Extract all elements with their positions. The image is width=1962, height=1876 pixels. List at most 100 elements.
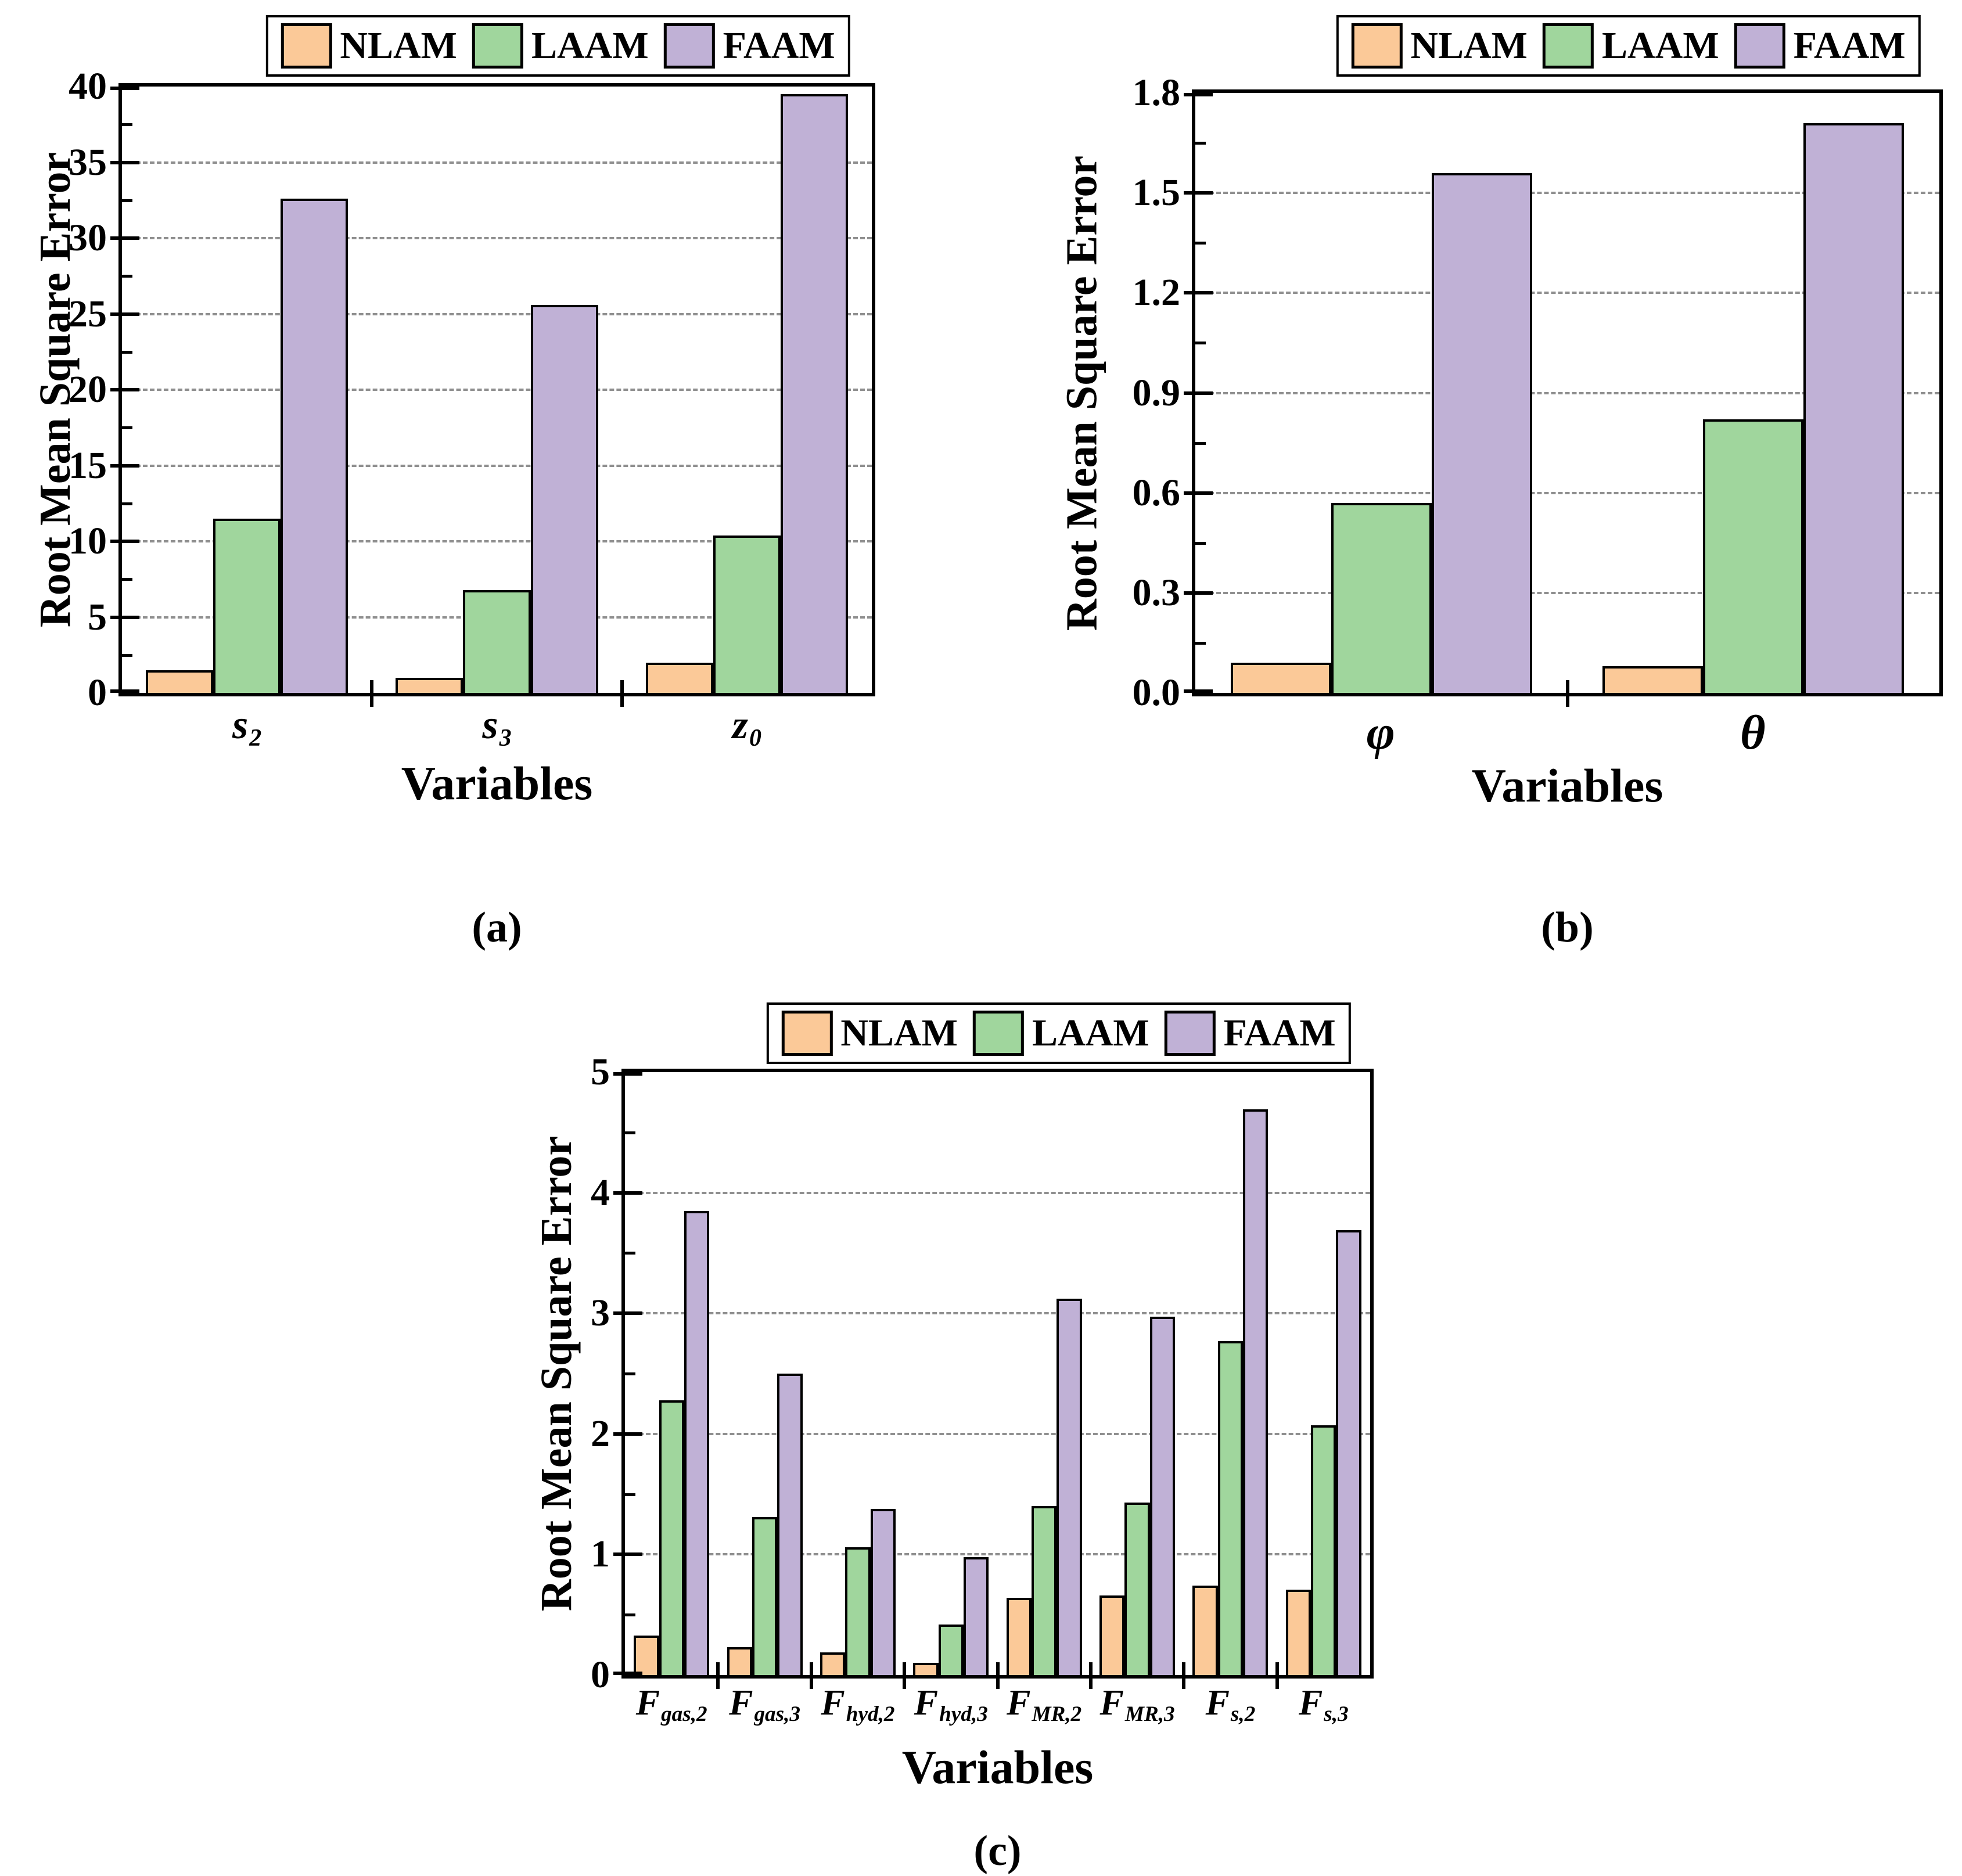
bar-faam-2	[780, 94, 849, 693]
bar-group	[718, 1072, 811, 1675]
gridline	[122, 161, 872, 164]
bar-faam-1	[777, 1374, 803, 1675]
x-tick-label: Fs,2	[1027, 1683, 1433, 1726]
bar-nlam-0	[634, 1635, 659, 1675]
tick-mark-minor	[122, 653, 132, 657]
tick-mark	[122, 463, 139, 468]
bar-nlam-6	[1192, 1586, 1218, 1675]
axis-title-y: Root Mean Square Error	[532, 1135, 581, 1612]
legend-item-faam: FAAM	[1164, 1011, 1336, 1056]
x-tick-label-base: z	[732, 703, 748, 747]
legend-item-laam: LAAM	[1542, 23, 1719, 69]
x-tick-label-base: F	[1007, 1683, 1031, 1723]
gridline	[122, 312, 872, 315]
bar-nlam-0	[1230, 663, 1331, 693]
legend-item-laam: LAAM	[472, 23, 649, 69]
bar-group	[1568, 93, 1940, 693]
legend-swatch-faam-icon	[1734, 23, 1785, 69]
x-tick-label-base: F	[1205, 1683, 1230, 1723]
tick-mark-minor	[122, 502, 132, 505]
legend-swatch-nlam-icon	[281, 23, 332, 69]
bar-faam-0	[281, 199, 348, 693]
tick-mark	[122, 87, 139, 90]
tick-mark	[625, 1311, 642, 1316]
bar-laam-2	[713, 535, 781, 693]
bar-nlam-5	[1099, 1595, 1125, 1675]
tick-mark-minor	[1195, 242, 1206, 245]
gridline	[1195, 591, 1939, 594]
y-tick-label: 0.9	[1132, 371, 1181, 414]
tick-mark	[1184, 491, 1192, 495]
x-tick-label-base: F	[635, 1683, 660, 1723]
x-tick-label: Fgas,3	[562, 1684, 968, 1726]
bar-laam-1	[1703, 419, 1804, 693]
legend-label: LAAM	[531, 24, 649, 67]
legend-label: LAAM	[1032, 1012, 1149, 1054]
y-tick-label: 1	[591, 1533, 610, 1576]
tick-mark	[613, 1552, 621, 1557]
legend-label: NLAM	[340, 24, 457, 67]
gridline	[122, 464, 872, 467]
tick-mark	[1275, 1662, 1279, 1689]
tick-mark-minor	[1195, 541, 1206, 545]
tick-mark	[110, 160, 118, 164]
legend-label: LAAM	[1601, 24, 1719, 67]
bars	[625, 1072, 1370, 1675]
tick-mark-minor	[122, 123, 132, 127]
tick-mark	[110, 87, 118, 90]
tick-mark-minor	[1195, 441, 1206, 445]
bar-laam-1	[463, 590, 531, 693]
caption-c: (c)	[973, 1827, 1022, 1875]
legend-label: FAAM	[1223, 1012, 1336, 1054]
x-tick-label-sub: 0	[749, 724, 761, 752]
gridline	[625, 1432, 1370, 1435]
bar-faam-3	[963, 1557, 989, 1675]
y-tick-label: 35	[69, 141, 107, 184]
y-tick-label: 0.0	[1132, 671, 1181, 714]
tick-mark	[613, 1072, 621, 1076]
tick-mark	[1195, 491, 1213, 495]
tick-mark	[625, 1672, 642, 1675]
bar-nlam-4	[1006, 1598, 1032, 1675]
axis-title-x: Variables	[1471, 759, 1663, 812]
tick-mark	[110, 540, 118, 543]
gridline	[1195, 292, 1939, 294]
gridline	[625, 1191, 1370, 1194]
tick-mark	[625, 1552, 642, 1557]
legend-swatch-laam-icon	[972, 1011, 1024, 1056]
x-tick-label: FMR,2	[841, 1683, 1248, 1726]
gridline	[625, 1553, 1370, 1556]
bar-group	[1195, 93, 1568, 693]
bar-nlam-0	[145, 670, 214, 693]
bar-group	[625, 1072, 718, 1675]
tick-mark	[122, 689, 139, 693]
legend-item-nlam: NLAM	[781, 1011, 958, 1056]
bar-faam-0	[1431, 172, 1532, 693]
x-tick-label: φ	[1178, 707, 1584, 759]
tick-mark	[122, 388, 139, 391]
caption-a: (a)	[472, 904, 522, 951]
x-tick-label-base: φ	[1366, 706, 1395, 760]
bar-faam-7	[1336, 1230, 1361, 1675]
axis-title-x: Variables	[401, 757, 593, 810]
x-tick-label: FMR,3	[934, 1684, 1341, 1726]
y-tick-label: 5	[88, 595, 107, 638]
tick-mark	[370, 680, 374, 707]
tick-mark	[1565, 680, 1569, 707]
bar-nlam-1	[1602, 666, 1704, 693]
gridline	[122, 540, 872, 542]
bar-nlam-3	[913, 1663, 939, 1675]
tick-mark-minor	[625, 1131, 635, 1134]
x-tick-label: θ	[1550, 707, 1957, 759]
tick-mark	[1182, 1662, 1186, 1689]
tick-mark-minor	[122, 350, 132, 354]
bar-laam-1	[752, 1517, 778, 1675]
gridline	[122, 237, 872, 239]
y-tick-label: 15	[69, 444, 107, 487]
x-tick-label-sub: 3	[499, 724, 512, 752]
tick-mark	[1195, 391, 1213, 395]
y-tick-label: 40	[69, 65, 107, 107]
bar-faam-4	[1057, 1299, 1082, 1675]
legend-item-nlam: NLAM	[1351, 23, 1528, 69]
y-tick-label: 0.3	[1132, 571, 1181, 614]
